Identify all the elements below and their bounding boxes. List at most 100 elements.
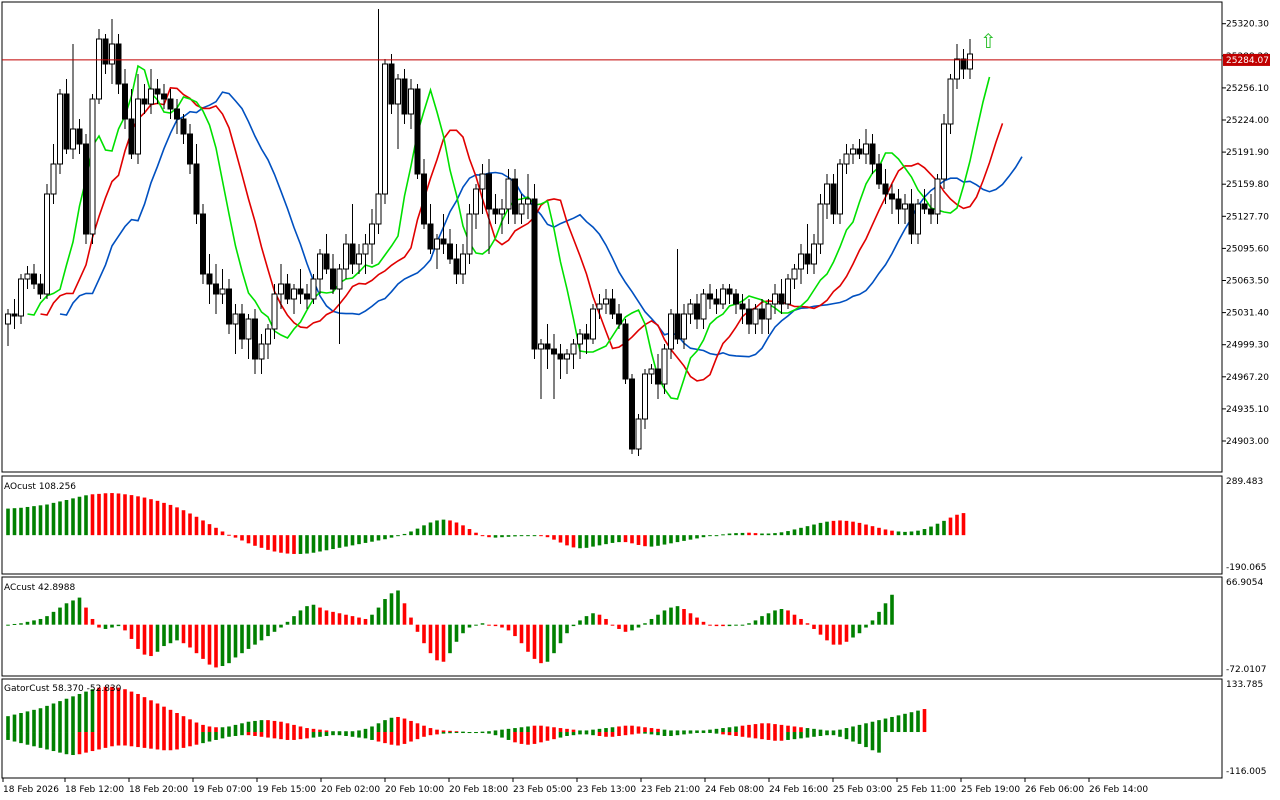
candle bbox=[596, 294, 603, 319]
ac-bar bbox=[766, 613, 771, 625]
gator-lower-bar bbox=[441, 732, 446, 734]
ao-bar bbox=[701, 535, 706, 538]
gator-lower-bar bbox=[604, 732, 608, 737]
ao-bar bbox=[506, 535, 511, 537]
gator-lower-bar bbox=[233, 732, 238, 736]
ao-bar bbox=[409, 531, 413, 536]
ac-bar bbox=[545, 624, 550, 662]
candle bbox=[408, 79, 414, 129]
gator-upper-bar bbox=[214, 727, 218, 733]
candle-body bbox=[460, 253, 466, 275]
price-tick-label: 25191.90 bbox=[1226, 148, 1269, 158]
candle-body bbox=[772, 293, 778, 305]
ao-bar bbox=[350, 535, 355, 546]
gator-upper-bar bbox=[188, 719, 192, 733]
ao-bar bbox=[311, 535, 316, 553]
ao-bar bbox=[279, 535, 283, 553]
time-tick-label: 25 Feb 11:00 bbox=[897, 785, 956, 795]
gator-lower-bar bbox=[402, 732, 407, 744]
price-tick-label: 25320.30 bbox=[1226, 20, 1269, 30]
ac-bar bbox=[285, 621, 290, 625]
ac-bar bbox=[448, 624, 452, 654]
candle bbox=[154, 79, 161, 104]
gator-lower-bar bbox=[207, 732, 212, 742]
gator-lower-bar bbox=[188, 732, 192, 747]
gator-upper-bar bbox=[532, 725, 537, 733]
ao-bar bbox=[136, 496, 140, 536]
gator-lower-bar bbox=[129, 732, 134, 747]
gator-lower-bar bbox=[6, 732, 10, 740]
ao-bar bbox=[467, 529, 472, 536]
candle bbox=[772, 284, 778, 314]
gator-upper-bar bbox=[851, 726, 855, 733]
gator-lower-bar bbox=[110, 732, 114, 747]
gator-lower-bar bbox=[870, 732, 875, 751]
ao-bar bbox=[890, 530, 894, 536]
gator-upper-bar bbox=[617, 726, 621, 733]
ac-bar bbox=[188, 624, 192, 648]
ao-bar bbox=[71, 498, 75, 536]
ao-bar bbox=[630, 535, 634, 544]
candle-body bbox=[382, 63, 388, 195]
candle-body bbox=[83, 143, 89, 235]
candle-body bbox=[954, 58, 960, 80]
ao-bar bbox=[558, 535, 563, 543]
candle bbox=[44, 184, 50, 299]
candle-body bbox=[44, 193, 50, 295]
candle bbox=[414, 84, 421, 179]
candle-body bbox=[889, 193, 895, 200]
gator-lower-bar bbox=[396, 732, 400, 746]
candle bbox=[954, 44, 960, 89]
ao-bar bbox=[740, 532, 745, 536]
candle bbox=[642, 369, 648, 429]
ao-bar bbox=[240, 535, 244, 541]
gator-lower-bar bbox=[643, 732, 647, 734]
ao-bar bbox=[441, 519, 446, 536]
ao-bar bbox=[760, 533, 764, 536]
ac-bar bbox=[792, 614, 797, 625]
gator-upper-bar bbox=[175, 712, 179, 733]
gator-upper-bar bbox=[838, 729, 842, 733]
time-tick-label: 18 Feb 20:00 bbox=[129, 785, 188, 795]
candle-body bbox=[707, 293, 713, 300]
gator-lower-bar bbox=[786, 732, 790, 740]
candle-body bbox=[505, 178, 512, 210]
gator-axis-bottom-label: -116.005 bbox=[1226, 767, 1266, 777]
ac-bar bbox=[409, 617, 413, 625]
gator-lower-bar bbox=[773, 732, 777, 741]
gator-upper-bar bbox=[812, 728, 816, 733]
gator-upper-bar bbox=[740, 725, 745, 733]
candle-body bbox=[395, 78, 401, 105]
ac-bar bbox=[831, 624, 836, 645]
ao-axis-top-label: 289.483 bbox=[1226, 477, 1263, 487]
ao-bar bbox=[805, 526, 810, 536]
candle-body bbox=[102, 38, 109, 65]
ac-bar bbox=[272, 624, 277, 632]
ac-bar bbox=[77, 597, 82, 625]
candle bbox=[518, 194, 525, 224]
ac-bar bbox=[32, 620, 36, 625]
gator-upper-bar bbox=[682, 730, 686, 733]
candle bbox=[635, 414, 642, 456]
ac-bar bbox=[591, 613, 595, 625]
gator-upper-bar bbox=[428, 728, 433, 733]
gator-upper-bar bbox=[266, 720, 270, 733]
gator-lower-bar bbox=[136, 732, 140, 748]
gator-upper-bar bbox=[84, 691, 88, 733]
candle-body bbox=[928, 208, 934, 215]
candle-body bbox=[453, 258, 460, 275]
candle-body bbox=[154, 88, 161, 95]
candle-body bbox=[148, 88, 154, 105]
gator-lower-bar bbox=[123, 732, 127, 746]
gator-lower-bar bbox=[25, 732, 30, 745]
gator-lower-bar bbox=[279, 732, 283, 740]
candle bbox=[226, 279, 232, 334]
ac-bar bbox=[578, 620, 582, 625]
candle-body bbox=[135, 98, 141, 155]
ao-bar bbox=[454, 522, 459, 536]
gator-upper-bar bbox=[240, 723, 244, 733]
ac-bar bbox=[779, 609, 784, 625]
ao-indicator-pane: 289.483 -190.065 bbox=[1, 475, 1266, 575]
gator-upper-bar bbox=[721, 728, 725, 733]
candle bbox=[603, 289, 609, 314]
